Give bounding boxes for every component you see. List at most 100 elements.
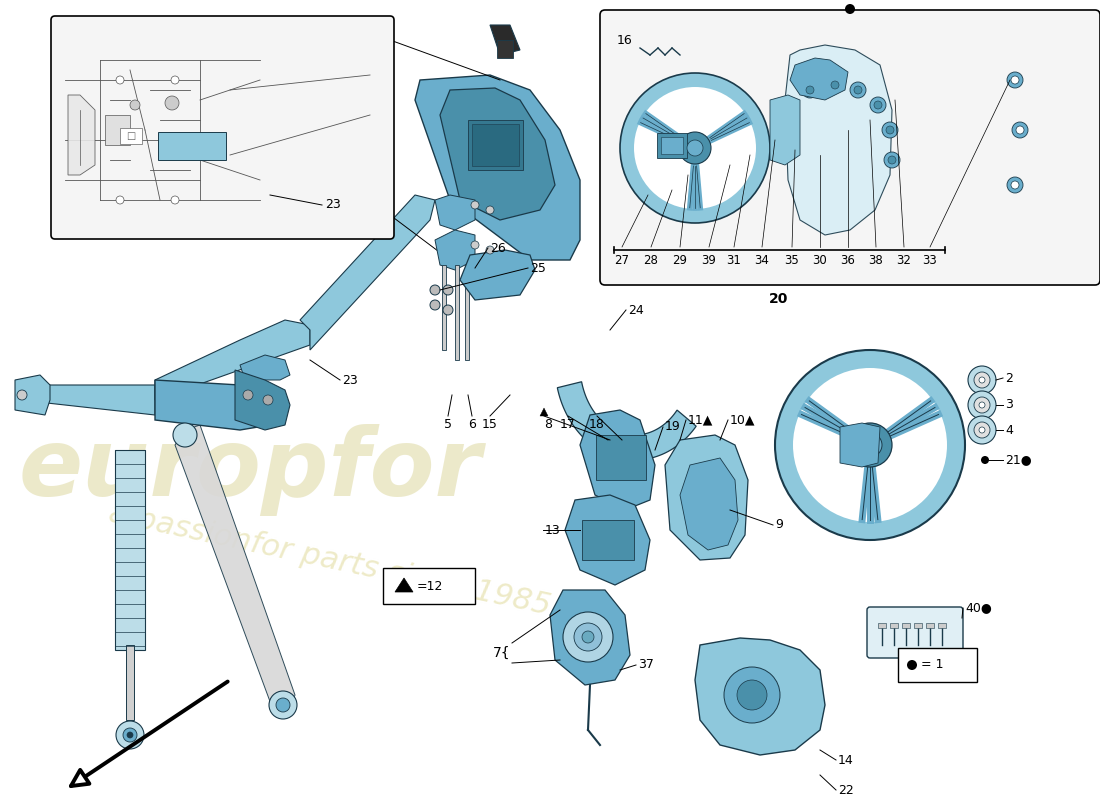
Circle shape [126, 732, 133, 738]
Text: 3: 3 [1005, 398, 1013, 411]
FancyBboxPatch shape [867, 607, 962, 658]
Polygon shape [15, 375, 50, 415]
Text: 36: 36 [840, 254, 856, 266]
Text: 27: 27 [615, 254, 629, 266]
Text: 4: 4 [1005, 423, 1013, 437]
Circle shape [130, 100, 140, 110]
Circle shape [165, 96, 179, 110]
Circle shape [968, 416, 996, 444]
Bar [661, 137, 683, 154]
Circle shape [845, 4, 855, 14]
Circle shape [471, 201, 478, 209]
Circle shape [486, 246, 494, 254]
Polygon shape [175, 425, 295, 715]
Circle shape [471, 241, 478, 249]
Polygon shape [434, 195, 475, 230]
Bar [878, 623, 886, 628]
Polygon shape [666, 435, 748, 560]
Text: 24: 24 [628, 303, 643, 317]
Text: 23: 23 [324, 198, 341, 211]
Text: 34: 34 [755, 254, 769, 266]
Text: = 1: = 1 [921, 658, 944, 671]
Circle shape [1012, 122, 1028, 138]
Text: 39: 39 [702, 254, 716, 266]
Circle shape [806, 86, 814, 94]
Text: 22: 22 [838, 783, 854, 797]
Circle shape [850, 82, 866, 98]
Text: a passionfor parts since 1985: a passionfor parts since 1985 [107, 499, 553, 621]
Bar [926, 623, 934, 628]
Bar [596, 435, 646, 480]
Circle shape [886, 126, 894, 134]
Circle shape [486, 206, 494, 214]
Polygon shape [395, 578, 412, 592]
Circle shape [888, 156, 896, 164]
FancyBboxPatch shape [51, 16, 394, 239]
Polygon shape [680, 458, 738, 550]
Circle shape [908, 660, 917, 670]
Circle shape [974, 422, 990, 438]
Text: 7{: 7{ [493, 646, 510, 660]
Circle shape [858, 433, 882, 457]
Bar [582, 520, 634, 560]
Polygon shape [465, 265, 469, 360]
Circle shape [882, 122, 898, 138]
Circle shape [679, 132, 711, 164]
Polygon shape [785, 45, 892, 235]
Text: 10▲: 10▲ [730, 414, 756, 426]
FancyBboxPatch shape [600, 10, 1100, 285]
Polygon shape [580, 410, 654, 510]
Circle shape [1006, 72, 1023, 88]
Circle shape [443, 305, 453, 315]
Circle shape [848, 423, 892, 467]
Circle shape [737, 680, 767, 710]
Polygon shape [126, 645, 134, 720]
Bar [938, 623, 946, 628]
Circle shape [802, 82, 818, 98]
Circle shape [263, 395, 273, 405]
Circle shape [974, 397, 990, 413]
Bar [120, 128, 142, 144]
Text: 17: 17 [560, 418, 576, 431]
Polygon shape [155, 320, 310, 400]
Text: 2: 2 [1005, 371, 1013, 385]
Circle shape [979, 427, 984, 433]
Circle shape [430, 300, 440, 310]
Circle shape [430, 285, 440, 295]
Circle shape [874, 101, 882, 109]
Text: 25: 25 [530, 262, 546, 274]
Text: europfor: europfor [19, 424, 482, 516]
Text: 16: 16 [617, 34, 632, 46]
Text: 29: 29 [672, 254, 688, 266]
Circle shape [116, 721, 144, 749]
Circle shape [1006, 177, 1023, 193]
Circle shape [979, 377, 984, 383]
Text: 40●: 40● [965, 602, 992, 614]
Polygon shape [240, 355, 290, 380]
Bar [472, 124, 519, 166]
Text: 15: 15 [482, 418, 498, 431]
Circle shape [563, 612, 613, 662]
Text: 21●: 21● [1005, 454, 1032, 466]
Text: 11▲: 11▲ [688, 414, 714, 426]
Circle shape [173, 423, 197, 447]
Polygon shape [440, 88, 556, 220]
Text: 8: 8 [544, 418, 552, 431]
Text: □: □ [126, 131, 135, 141]
Bar [657, 133, 688, 158]
Circle shape [123, 728, 138, 742]
Bar [914, 623, 922, 628]
Text: 6: 6 [469, 418, 476, 431]
Text: =12: =12 [417, 579, 443, 593]
Text: 38: 38 [869, 254, 883, 266]
Polygon shape [790, 58, 848, 100]
Text: 13: 13 [544, 523, 561, 537]
Polygon shape [455, 265, 459, 360]
Circle shape [1016, 126, 1024, 134]
Circle shape [688, 140, 703, 156]
Circle shape [1011, 181, 1019, 189]
Circle shape [170, 196, 179, 204]
Polygon shape [770, 95, 800, 165]
Circle shape [270, 691, 297, 719]
Polygon shape [300, 195, 434, 350]
